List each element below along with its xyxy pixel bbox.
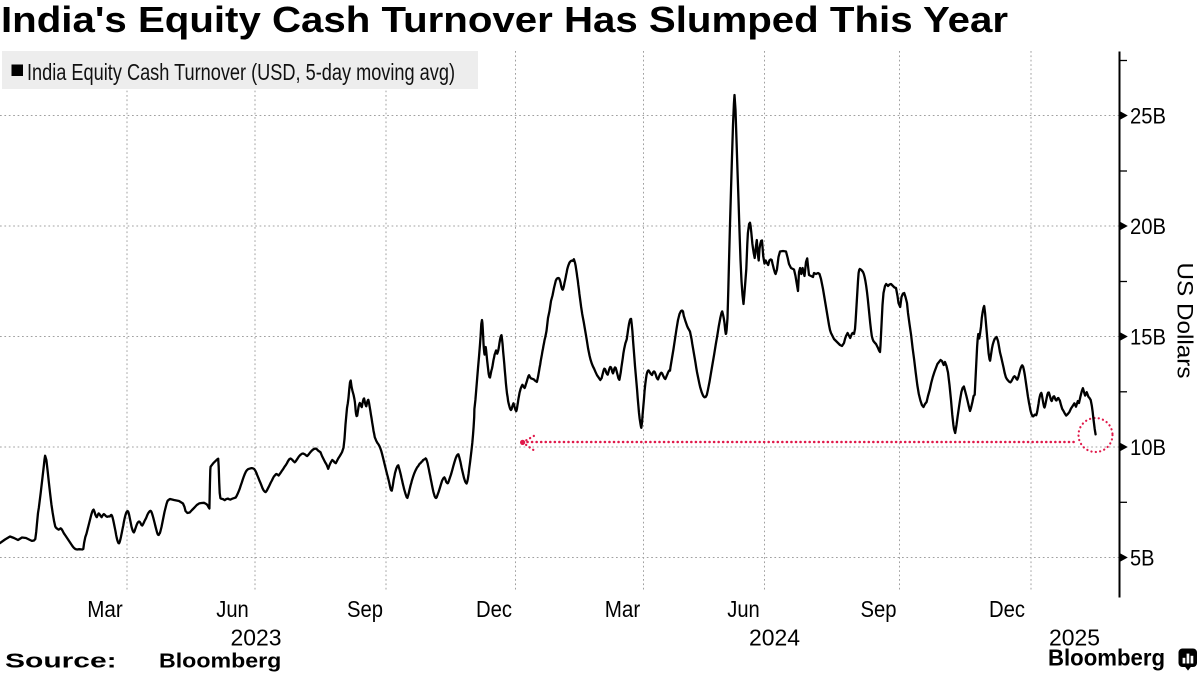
svg-text:US Dollars: US Dollars [1173, 263, 1198, 379]
svg-text:Sep: Sep [347, 596, 383, 622]
svg-text:2024: 2024 [749, 625, 800, 651]
svg-text:10B: 10B [1130, 435, 1166, 460]
svg-text:Sep: Sep [861, 596, 897, 622]
svg-text:Mar: Mar [87, 596, 123, 622]
svg-text:5B: 5B [1130, 545, 1155, 570]
svg-text:Jun: Jun [216, 596, 249, 622]
svg-text:Dec: Dec [476, 596, 512, 622]
svg-text:Source:: Source: [5, 650, 117, 672]
svg-text:India's Equity Cash Turnover H: India's Equity Cash Turnover Has Slumped… [1, 0, 1008, 40]
svg-text:Mar: Mar [605, 596, 641, 622]
svg-text:Bloomberg: Bloomberg [1048, 645, 1165, 671]
svg-text:20B: 20B [1130, 214, 1166, 239]
svg-text:Jun: Jun [727, 596, 760, 622]
svg-text:Bloomberg: Bloomberg [159, 649, 281, 672]
svg-text:2025: 2025 [1049, 625, 1100, 651]
svg-text:2023: 2023 [231, 625, 282, 651]
svg-text:Dec: Dec [989, 596, 1025, 622]
svg-text:15B: 15B [1130, 324, 1166, 349]
svg-text:25B: 25B [1130, 103, 1166, 128]
svg-text:India Equity Cash Turnover (US: India Equity Cash Turnover (USD, 5-day m… [27, 59, 455, 85]
